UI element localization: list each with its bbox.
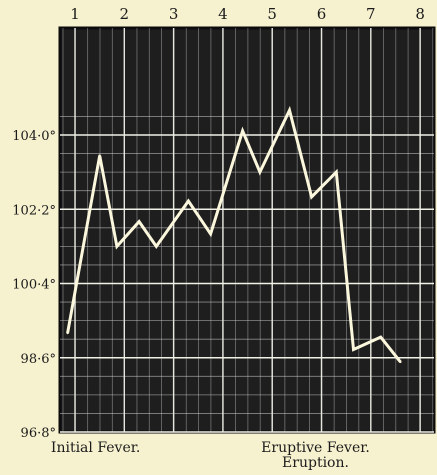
eruption-label: Eruption. [282, 455, 349, 471]
plot-area [58, 26, 436, 434]
initial-fever-label: Initial Fever. [51, 440, 140, 456]
x-tick-label: 6 [317, 5, 327, 23]
major-grid [60, 28, 434, 433]
x-tick-label: 1 [70, 5, 80, 23]
temperature-point [115, 245, 119, 248]
x-tick-label: 3 [169, 5, 179, 23]
temperature-series [66, 105, 402, 364]
temperature-point [187, 199, 190, 203]
y-tick-label: 100·4° [12, 278, 56, 293]
x-axis-ticks: 1 2 3 4 5 6 7 8 [70, 5, 425, 23]
temperature-point [209, 232, 212, 236]
eruptive-fever-label: Eruptive Fever. [261, 440, 370, 456]
y-tick-label: 104·0° [12, 129, 56, 144]
y-axis-ticks: 104·0° 102·2° 100·4° 98·6° 96·8° [12, 129, 56, 441]
temperature-point [335, 170, 338, 174]
temperature-point [288, 109, 291, 112]
y-tick-label: 96·8° [21, 426, 56, 441]
temperature-point [258, 170, 262, 174]
temperature-point [379, 335, 382, 339]
temperature-point [137, 220, 141, 223]
x-tick-label: 7 [366, 5, 376, 23]
x-tick-label: 4 [218, 5, 228, 23]
x-tick-label: 2 [120, 5, 130, 23]
temperature-point [310, 195, 313, 199]
y-tick-label: 102·2° [12, 203, 56, 218]
temperature-point [98, 154, 101, 157]
temperature-point [352, 348, 355, 351]
x-tick-label: 5 [267, 5, 277, 23]
temperature-point [399, 360, 402, 364]
y-tick-label: 98·6° [21, 352, 56, 367]
temperature-point [66, 331, 69, 335]
temperature-point [155, 245, 158, 248]
phase-annotations: Initial Fever. Eruptive Fever.Eruption. [51, 440, 370, 471]
x-tick-label: 8 [415, 5, 425, 23]
temperature-point [241, 129, 244, 133]
